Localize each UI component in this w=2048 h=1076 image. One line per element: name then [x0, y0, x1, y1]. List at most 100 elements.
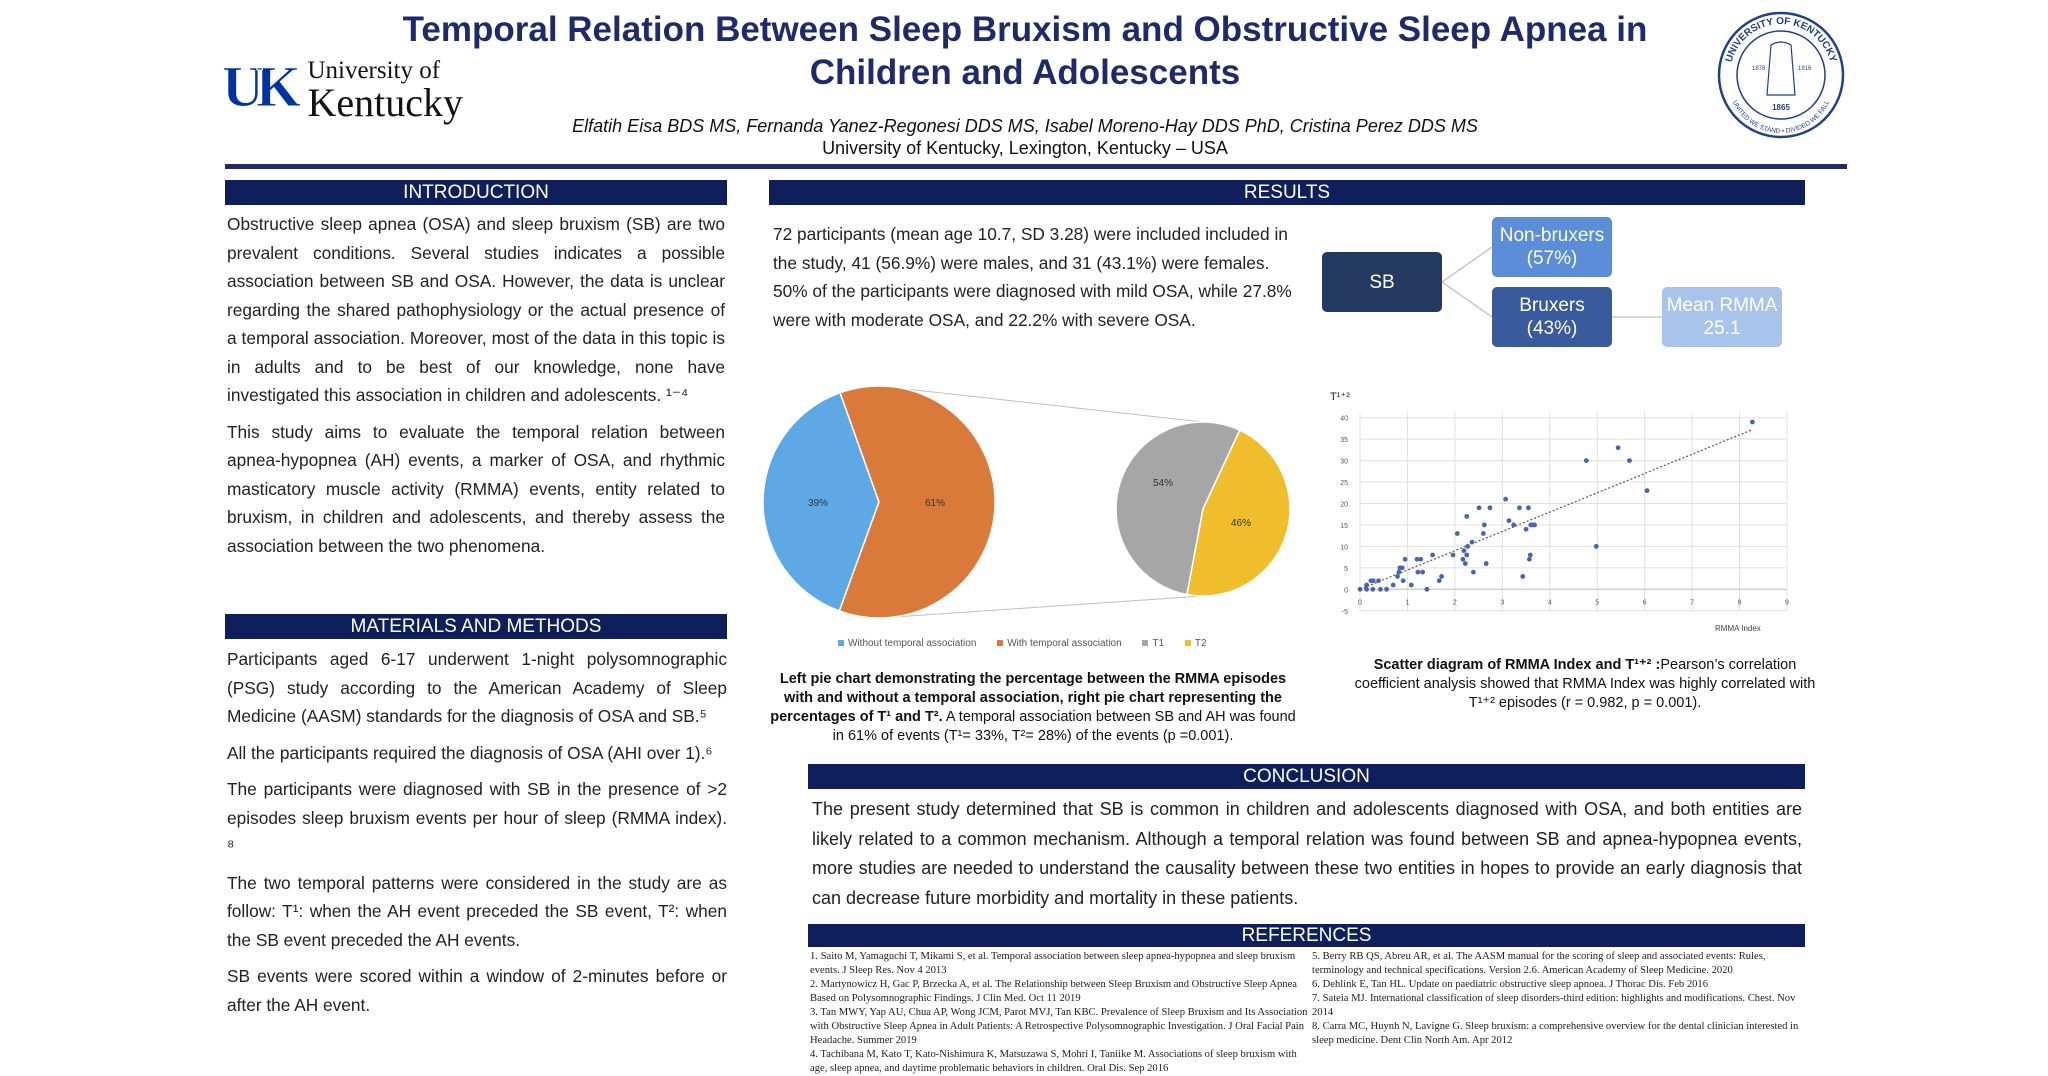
x-tick-label: 2 [1453, 599, 1457, 606]
introduction-paragraph: Obstructive sleep apnea (OSA) and sleep … [227, 214, 725, 405]
scatter-point [1487, 505, 1493, 511]
scatter-point [1583, 458, 1589, 463]
scatter-point [1378, 586, 1383, 592]
x-tick-label: 7 [1690, 599, 1694, 606]
scatter-point [1615, 445, 1621, 451]
pie-data-label: 46% [1231, 518, 1251, 529]
scatter-point [1476, 505, 1482, 511]
diagram-connectors [1441, 246, 1662, 318]
scatter-point [1415, 569, 1421, 575]
scatter-point [1439, 574, 1445, 579]
scatter-point [1364, 586, 1370, 592]
scatter-point [1520, 574, 1526, 579]
scatter-point [1749, 419, 1755, 425]
scatter-point [1469, 539, 1475, 545]
references-heading: REFERENCES [808, 924, 1805, 947]
scatter-point [1420, 569, 1426, 575]
scatter-point [1370, 578, 1376, 584]
methods-paragraph: The two temporal patterns were considere… [227, 872, 727, 950]
y-tick-label: 40 [1340, 416, 1348, 423]
reference-item: 2. Martynowicz H, Gac P, Brzecka A, et a… [810, 979, 1297, 1004]
scatter-chart: 0 1 2 3 4 5 6 7 8 9 -5 0 5 10 15 20 25 30 35 40 T¹⁺² RMMA I… [1330, 391, 1789, 633]
results-paragraph: 72 participants (mean age 10.7, SD 3.28)… [773, 224, 1288, 273]
svg-text:1916: 1916 [1798, 66, 1812, 72]
scatter-point [1532, 522, 1537, 528]
diagram-bruxers-box: Bruxers (43%) [1492, 287, 1612, 347]
x-tick-label: 8 [1738, 599, 1742, 606]
reference-item: 6. Dehlink E, Tan HL. Update on paediatr… [1312, 979, 1709, 990]
reference-item: 1. Saito M, Yamaguchi T, Mikami S, et al… [810, 951, 1296, 976]
legend-item-t2: T2 [1184, 638, 1207, 649]
logo-line1: University of [307, 57, 441, 84]
introduction-section: Obstructive sleep apnea (OSA) and sleep … [227, 210, 725, 568]
pie-slice-1 [1115, 421, 1241, 596]
methods-section: Participants aged 6-17 underwent 1-night… [227, 645, 727, 1027]
scatter-point [1460, 556, 1466, 562]
legend-item-t1: T1 [1142, 638, 1164, 649]
results-paragraph: 50% of the participants were diagnosed w… [773, 281, 1292, 330]
methods-paragraph: Participants aged 6-17 underwent 1-night… [227, 649, 727, 726]
scatter-point [1517, 505, 1522, 511]
results-summary: 72 participants (mean age 10.7, SD 3.28)… [773, 220, 1298, 334]
poster-title: Temporal Relation Between Sleep Bruxism … [402, 10, 1648, 92]
y-tick-label: 30 [1340, 459, 1348, 466]
scatter-point [1364, 582, 1370, 588]
scatter-point [1424, 586, 1430, 592]
scatter-point [1511, 522, 1517, 528]
pie-caption: Left pie chart demonstrating the percent… [770, 671, 1296, 744]
scatter-point [1436, 578, 1442, 584]
scatter-point [1395, 574, 1400, 579]
y-tick-label: -5 [1342, 609, 1348, 616]
scatter-point [1523, 526, 1529, 532]
scatter-point [1370, 586, 1376, 592]
svg-text:1878: 1878 [1752, 66, 1766, 72]
methods-paragraph: SB events were scored within a window of… [227, 966, 727, 1015]
svg-text:1865: 1865 [1772, 103, 1790, 112]
results-heading: RESULTS [769, 180, 1805, 205]
introduction-heading: INTRODUCTION [225, 180, 727, 205]
references-right: 5. Berry RB QS, Abreu AR, et al. The AAS… [1312, 950, 1807, 1048]
affiliation: University of Kentucky, Lexington, Kentu… [822, 138, 1228, 158]
scatter-point [1396, 569, 1402, 575]
reference-item: 7. Sateia MJ. International classificati… [1312, 993, 1796, 1018]
conclusion-heading: CONCLUSION [808, 764, 1805, 789]
x-tick-label: 4 [1548, 599, 1552, 606]
scatter-point [1402, 556, 1408, 562]
logo-line2: Kentucky [307, 80, 463, 125]
y-tick-label: 20 [1340, 502, 1348, 509]
scatter-point [1627, 458, 1632, 463]
pie-data-label: 54% [1153, 478, 1173, 489]
pie-right: 54% 46% [1115, 421, 1291, 597]
scatter-point [1503, 496, 1509, 502]
scatter-point [1527, 552, 1533, 558]
scatter-point [1450, 552, 1456, 558]
scatter-point [1464, 513, 1470, 519]
pie-legend: Without temporal association With tempor… [838, 638, 1225, 649]
x-tick-label: 6 [1643, 599, 1647, 606]
pie-data-label: 61% [925, 498, 945, 509]
scatter-point [1593, 544, 1599, 549]
methods-paragraph: The participants were diagnosed with SB … [227, 779, 727, 856]
y-tick-label: 35 [1340, 437, 1348, 444]
x-tick-label: 3 [1500, 599, 1504, 606]
authors: Elfatih Eisa BDS MS, Fernanda Yanez-Rego… [572, 116, 1478, 136]
y-tick-label: 15 [1340, 523, 1348, 530]
scatter-point [1376, 578, 1381, 584]
pie-connector-line [878, 385, 1204, 423]
x-tick-label: 9 [1785, 599, 1789, 606]
scatter-point [1400, 578, 1406, 584]
scatter-point [1526, 556, 1532, 562]
scatter-point [1399, 565, 1405, 571]
scatter-point [1480, 531, 1486, 536]
pie-data-label: 39% [808, 498, 828, 509]
x-tick-label: 1 [1405, 599, 1409, 606]
references-left: 1. Saito M, Yamaguchi T, Mikami S, et al… [810, 950, 1308, 1076]
scatter-point [1464, 552, 1470, 558]
legend-item-with: With temporal association [997, 638, 1122, 649]
scatter-point [1384, 586, 1389, 592]
y-tick-label: 5 [1344, 566, 1348, 573]
university-seal-icon: UNIVERSITY OF KENTUCKY UNITED WE STAND •… [1717, 11, 1845, 139]
scatter-point [1644, 488, 1650, 494]
header-divider [225, 164, 1847, 169]
y-tick-label: 10 [1340, 544, 1348, 551]
